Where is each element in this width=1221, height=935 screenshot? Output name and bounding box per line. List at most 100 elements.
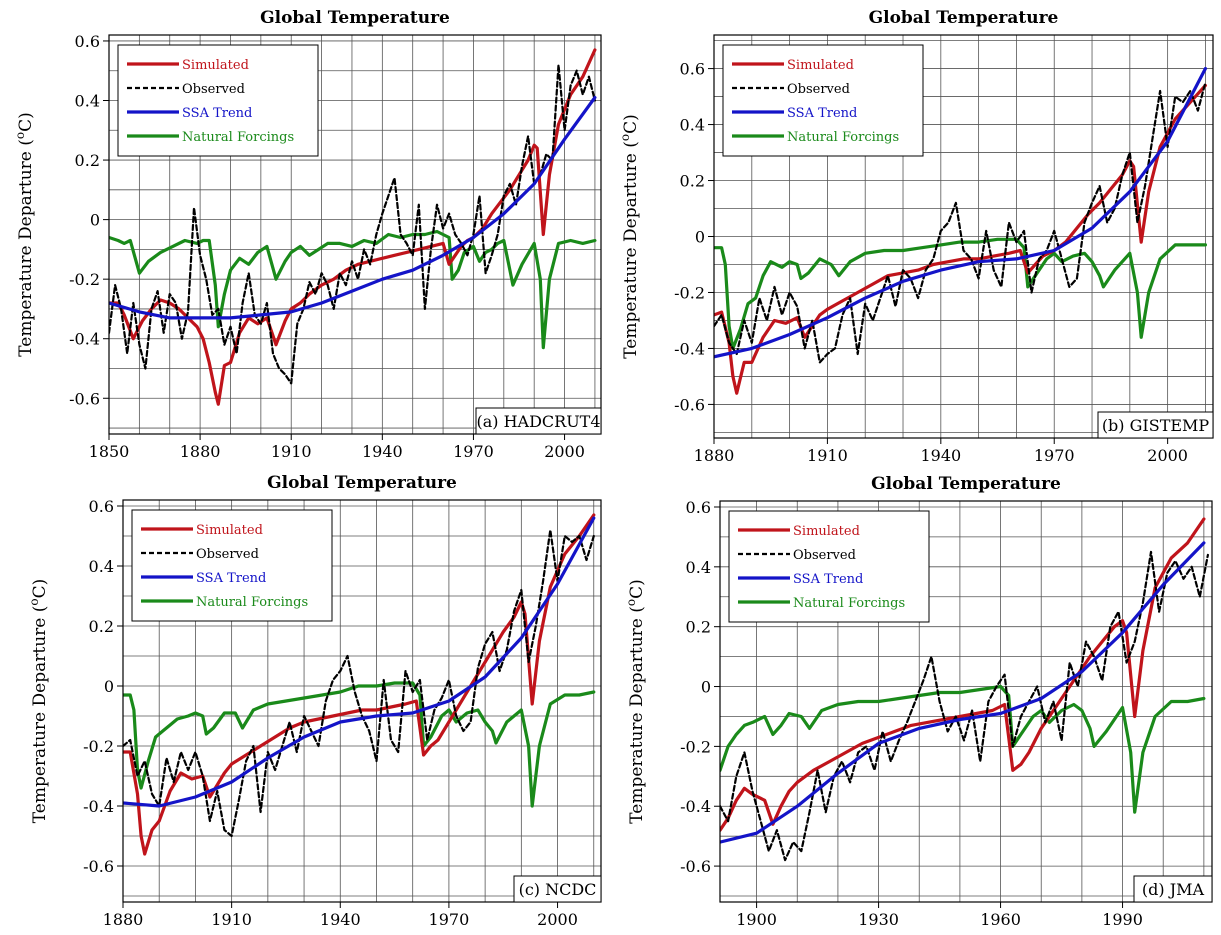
plot-frame [122, 499, 602, 903]
y-tick-label: -0.6 [69, 389, 100, 408]
series-line-simulated [714, 83, 1208, 395]
series-line-observed [720, 550, 1210, 862]
panel-tag-label: (b) GISTEMP [1102, 416, 1210, 435]
y-axis-label: Temperature Departure (oC) [624, 579, 647, 824]
y-tick-label: -0.6 [680, 857, 711, 876]
x-tick-label: 1940 [920, 446, 961, 465]
y-tick-label: 0.4 [75, 92, 100, 111]
chart-title: Global Temperature [869, 8, 1059, 28]
y-tick-label: 0 [701, 678, 711, 697]
y-tick-label: -0.2 [83, 737, 114, 756]
y-tick-label: 0.6 [686, 498, 711, 517]
legend-label-natural-forcings: Natural Forcings [182, 130, 294, 145]
panel-tag-label: (c) NCDC [519, 880, 597, 899]
y-tick-label: -0.4 [83, 797, 114, 816]
legend-label-observed: Observed [182, 82, 245, 97]
legend-label-ssa-trend: SSA Trend [196, 571, 266, 586]
legend-label-observed: Observed [196, 547, 259, 562]
y-tick-label: 0.4 [89, 557, 114, 576]
chart-svg: 1900 1930 1960 1990 0.6 0.4 0.2 0 -0.2 -0.4 -0.6 Gl… [624, 474, 1213, 929]
panel-tag-box [513, 875, 602, 903]
panel-tag-label: (a) HADCRUT4 [476, 412, 600, 431]
y-axis-label: Temperature Departure (oC) [618, 114, 641, 359]
y-tick-label: 0.6 [75, 32, 100, 51]
x-tick-label: 1940 [320, 910, 361, 929]
legend: Simulated Observed SSA Trend Natural Forcin… [117, 44, 319, 157]
series-line-natural-forcings [720, 684, 1206, 814]
chart-panel-jma: 1900 1930 1960 1990 0.6 0.4 0.2 0 -0.2 -0.4 -0.6 Gl… [611, 468, 1221, 935]
x-tick-label: 1900 [736, 910, 777, 929]
y-tick-label: -0.4 [674, 339, 705, 358]
chart-title: Global Temperature [260, 8, 450, 28]
panel-tag-box [1133, 875, 1213, 903]
legend: Simulated Observed SSA Trend Natural Forcin… [722, 44, 924, 157]
y-axis-label: Temperature Departure (oC) [13, 112, 36, 357]
x-tick-label: 2000 [537, 910, 578, 929]
y-axis-label: Temperature Departure (oC) [27, 579, 50, 824]
legend-label-ssa-trend: SSA Trend [787, 106, 857, 121]
y-tick-label: 0 [104, 677, 114, 696]
legend: Simulated Observed SSA Trend Natural Forcin… [131, 509, 333, 622]
x-tick-label: 1930 [858, 910, 899, 929]
series-line-natural-forcings [714, 237, 1208, 350]
chart-panel-ncdc: 1880 1910 1940 1970 2000 0.6 0.4 0.2 0 -0.2 -0.4 -0… [0, 468, 610, 935]
legend-label-observed: Observed [787, 82, 850, 97]
y-tick-label: 0.2 [89, 617, 114, 636]
panel-tag-box [1097, 411, 1214, 439]
legend-label-natural-forcings: Natural Forcings [787, 130, 899, 145]
y-tick-label: -0.4 [680, 797, 711, 816]
x-tick-label: 1960 [980, 910, 1021, 929]
x-tick-label: 1910 [211, 910, 252, 929]
y-tick-label: 0.6 [680, 60, 705, 79]
y-tick-label: -0.6 [83, 857, 114, 876]
legend: Simulated Observed SSA Trend Natural Forcin… [728, 510, 930, 623]
x-tick-label: 1880 [103, 910, 144, 929]
legend-label-simulated: Simulated [787, 58, 854, 73]
y-tick-label: 0.6 [89, 497, 114, 516]
x-tick-label: 1970 [453, 442, 494, 461]
x-tick-label: 1910 [271, 442, 312, 461]
legend-label-observed: Observed [793, 548, 856, 563]
plot-frame [719, 500, 1213, 903]
y-tick-label: 0 [90, 211, 100, 230]
chart-panel-gistemp: 1880 1910 1940 1970 2000 0.6 0.4 0.2 0 -0.2 -0.4 -0… [611, 0, 1221, 467]
x-tick-label: 1990 [1102, 910, 1143, 929]
x-tick-label: 1880 [694, 446, 735, 465]
y-tick-label: -0.2 [69, 270, 100, 289]
y-tick-label: -0.4 [69, 330, 100, 349]
x-tick-label: 1910 [807, 446, 848, 465]
series-line-simulated [720, 517, 1206, 832]
chart-svg: 1880 1910 1940 1970 2000 0.6 0.4 0.2 0 -0.2 -0.4 -0… [27, 473, 602, 929]
legend-label-natural-forcings: Natural Forcings [196, 595, 308, 610]
plot-frame [108, 34, 602, 435]
x-tick-label: 2000 [544, 442, 585, 461]
y-tick-label: 0.4 [686, 558, 711, 577]
chart-title: Global Temperature [871, 474, 1061, 494]
x-tick-label: 2000 [1147, 446, 1188, 465]
x-tick-label: 1970 [429, 910, 470, 929]
y-tick-label: -0.2 [674, 283, 705, 302]
legend-label-simulated: Simulated [793, 524, 860, 539]
legend-label-simulated: Simulated [196, 523, 263, 538]
series-line-ssa-trend [714, 66, 1208, 359]
y-tick-label: 0.2 [686, 618, 711, 637]
x-tick-label: 1970 [1034, 446, 1075, 465]
series-line-ssa-trend [720, 541, 1206, 844]
y-tick-label: 0 [695, 228, 705, 247]
series-line-natural-forcings [123, 681, 596, 808]
legend-label-natural-forcings: Natural Forcings [793, 596, 905, 611]
y-tick-label: 0.2 [680, 172, 705, 191]
legend-label-ssa-trend: SSA Trend [182, 106, 252, 121]
legend-label-ssa-trend: SSA Trend [793, 572, 863, 587]
y-tick-label: 0.4 [680, 116, 705, 135]
legend-label-simulated: Simulated [182, 58, 249, 73]
series-line-observed [123, 528, 595, 838]
series-line-observed [109, 63, 597, 385]
x-tick-label: 1850 [89, 442, 130, 461]
chart-svg: 1850 1880 1910 1940 1970 2000 0.6 0.4 0.2 0 -0.2 -0… [13, 8, 602, 461]
y-tick-label: -0.2 [680, 737, 711, 756]
y-tick-label: 0.2 [75, 151, 100, 170]
x-tick-label: 1940 [362, 442, 403, 461]
chart-title: Global Temperature [267, 473, 457, 493]
y-tick-label: -0.6 [674, 395, 705, 414]
